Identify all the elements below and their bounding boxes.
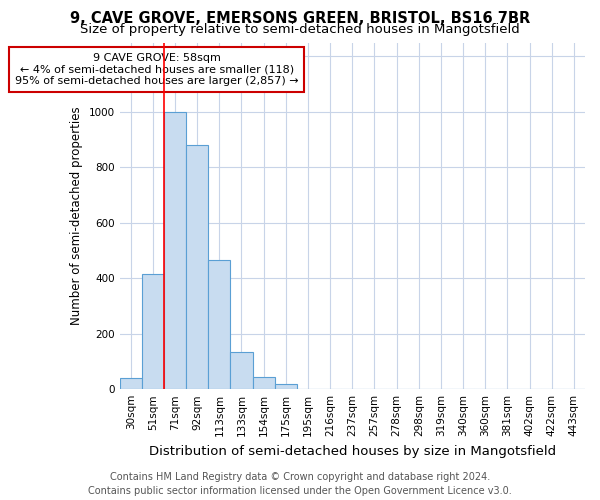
Bar xyxy=(275,384,297,389)
Text: 9 CAVE GROVE: 58sqm
← 4% of semi-detached houses are smaller (118)
95% of semi-d: 9 CAVE GROVE: 58sqm ← 4% of semi-detache… xyxy=(15,53,299,86)
Bar xyxy=(253,376,275,389)
Bar xyxy=(230,352,253,389)
Text: Size of property relative to semi-detached houses in Mangotsfield: Size of property relative to semi-detach… xyxy=(80,22,520,36)
Bar xyxy=(119,378,142,389)
Bar xyxy=(186,145,208,389)
Y-axis label: Number of semi-detached properties: Number of semi-detached properties xyxy=(70,106,83,325)
X-axis label: Distribution of semi-detached houses by size in Mangotsfield: Distribution of semi-detached houses by … xyxy=(149,444,556,458)
Text: Contains HM Land Registry data © Crown copyright and database right 2024.
Contai: Contains HM Land Registry data © Crown c… xyxy=(88,472,512,496)
Bar xyxy=(142,274,164,389)
Bar xyxy=(208,260,230,389)
Text: 9, CAVE GROVE, EMERSONS GREEN, BRISTOL, BS16 7BR: 9, CAVE GROVE, EMERSONS GREEN, BRISTOL, … xyxy=(70,11,530,26)
Bar xyxy=(164,112,186,389)
